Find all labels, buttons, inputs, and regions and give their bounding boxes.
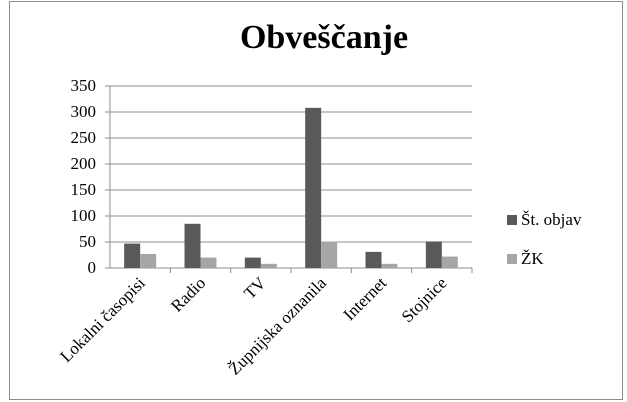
bar-zk	[140, 253, 157, 268]
y-tick-label: 0	[88, 258, 97, 277]
bar-zk	[260, 263, 277, 268]
x-category-label: Stojnice	[398, 273, 451, 326]
x-category-label: TV	[240, 273, 270, 303]
legend-swatch	[507, 254, 517, 264]
bar-zk	[321, 241, 338, 268]
x-category-label: Internet	[340, 273, 391, 324]
y-tick-label: 300	[71, 102, 97, 121]
legend-label: ŽK	[521, 249, 544, 268]
y-tick-label: 50	[79, 232, 96, 251]
y-axis-ticks: 0 50 100 150 200 250 300 350	[71, 76, 97, 277]
bar-st-objav	[425, 241, 442, 268]
y-tick-label: 250	[71, 128, 97, 147]
y-tick-label: 100	[71, 206, 97, 225]
bar-st-objav	[305, 107, 322, 268]
legend: Št. objav ŽK	[507, 210, 582, 268]
legend-swatch	[507, 215, 517, 225]
x-category-label: Lokalni časopisi	[56, 273, 149, 366]
chart-title: Obveščanje	[240, 19, 408, 56]
bar-st-objav	[244, 257, 261, 268]
grid-lines	[110, 85, 472, 243]
bar-zk	[381, 263, 398, 268]
y-tick-label: 350	[71, 76, 97, 95]
y-tick-label: 150	[71, 180, 97, 199]
y-tick-label: 200	[71, 154, 97, 173]
bar-st-objav	[124, 243, 141, 268]
bar-st-objav	[184, 223, 201, 268]
bar-st-objav	[365, 251, 382, 268]
bar-zk	[441, 256, 458, 268]
x-category-label: Radio	[167, 273, 209, 315]
axes	[105, 85, 473, 273]
legend-label: Št. objav	[521, 210, 582, 229]
bar-zk	[200, 257, 217, 268]
bars	[124, 107, 458, 268]
